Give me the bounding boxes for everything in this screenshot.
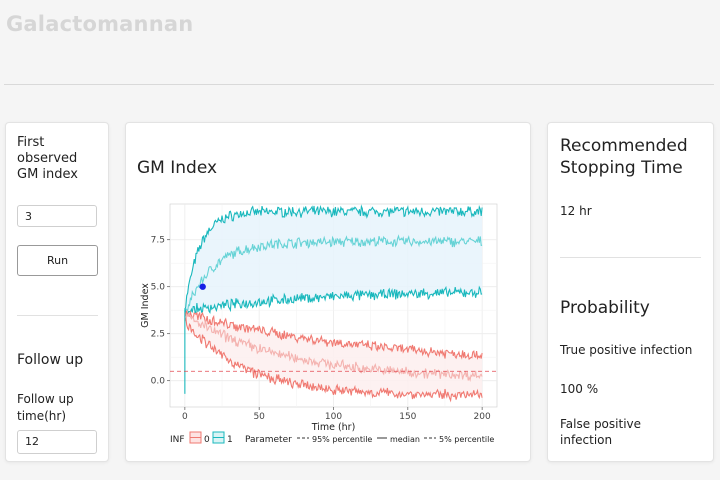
false-positive-label: False positive infection [560,417,642,447]
legend-inf-title: INF [170,435,185,445]
left-divider [17,315,98,316]
y-axis-label: GM Index [140,283,151,328]
x-tick-label: 150 [399,412,416,422]
app-title: Galactomannan [6,12,194,36]
chart-panel: GM Index 0 50 100 150 200 0.0 2.5 5.0 7.5 Time (… [125,122,531,462]
y-tick-label: 0.0 [151,377,166,387]
x-axis-label: Time (hr) [311,422,356,433]
legend-median-label: median [390,435,420,444]
series-inf1-median [184,234,483,317]
y-tick-label: 2.5 [151,330,165,340]
series-inf0-95-percentile [184,310,483,360]
percentile-ribbons [184,205,483,401]
series-inf1-5-percentile [184,285,483,317]
first-gm-input[interactable]: 3 [17,205,97,227]
series-lines [184,204,483,403]
results-panel: Recommended Stopping Time 12 hr Probabil… [547,122,714,462]
follow-up-time-label: Follow up time(hr) [17,392,74,423]
axis-ticks: 0 50 100 150 200 0.0 2.5 5.0 7.5 [151,236,491,422]
stopping-time-value: 12 hr [560,204,592,218]
follow-up-time-input[interactable]: 12 [17,430,97,454]
true-positive-value: 100 % [560,382,599,396]
series-inf0-5-percentile [184,317,483,403]
run-button[interactable]: Run [17,245,98,276]
x-tick-label: 200 [474,412,491,422]
y-tick-label: 7.5 [151,236,165,246]
series-inf0-median [184,312,483,382]
observed-point [199,283,206,290]
x-tick-label: 100 [325,412,342,422]
legend-p5-label: 5% percentile [439,435,494,444]
first-gm-label: First observed GM index [17,135,78,182]
legend: INF 0 1 Parameter 95% percentile median … [170,431,494,445]
ribbon-inf-1 [184,205,483,315]
stopping-time-heading: Recommended Stopping Time [560,136,688,178]
legend-inf0-label: 0 [204,435,210,445]
true-positive-label: True positive infection [560,343,693,357]
gm-index-chart: 0 50 100 150 200 0.0 2.5 5.0 7.5 Time (hr) GM In… [140,203,498,445]
follow-up-heading: Follow up [17,352,84,368]
legend-inf1-label: 1 [227,435,233,445]
legend-p95-label: 95% percentile [312,435,372,444]
input-panel: First observed GM index 3 Run Follow up … [5,122,109,462]
right-divider [560,257,701,258]
title-divider [4,84,714,85]
x-tick-label: 50 [253,412,265,422]
chart-heading: GM Index [137,158,218,178]
ribbon-inf-0 [184,310,483,401]
y-tick-label: 5.0 [151,283,166,293]
x-tick-label: 0 [182,412,188,422]
series-inf1-95-percentile [184,204,483,312]
probability-heading: Probability [560,298,650,318]
legend-parameter-title: Parameter [245,435,292,445]
